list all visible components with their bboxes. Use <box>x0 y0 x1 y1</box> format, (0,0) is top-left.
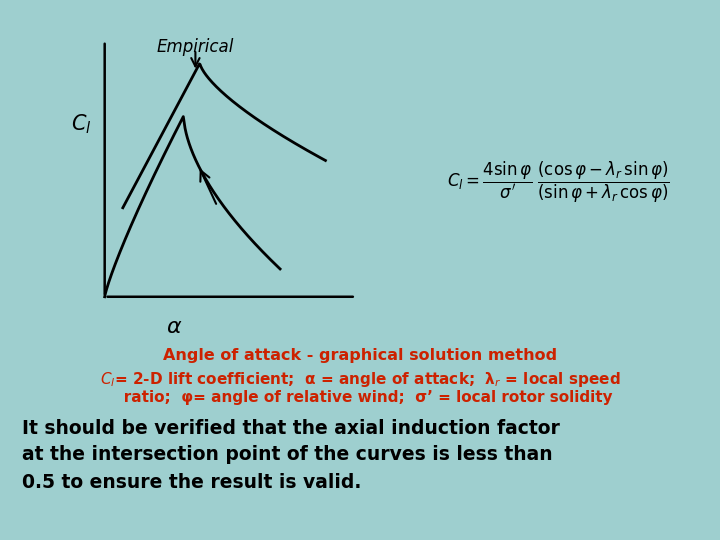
Text: $\alpha$: $\alpha$ <box>166 317 182 337</box>
Text: Empirical: Empirical <box>157 38 234 56</box>
Text: $C_l = \dfrac{4\sin\varphi}{\sigma'}\;\dfrac{(\cos\varphi - \lambda_r\,\sin\varp: $C_l = \dfrac{4\sin\varphi}{\sigma'}\;\d… <box>446 159 670 205</box>
Text: 0.5 to ensure the result is valid.: 0.5 to ensure the result is valid. <box>22 472 361 491</box>
Text: ratio;  φ= angle of relative wind;  σ’ = local rotor solidity: ratio; φ= angle of relative wind; σ’ = l… <box>108 390 612 405</box>
Text: $C_l$: $C_l$ <box>71 112 92 136</box>
Text: at the intersection point of the curves is less than: at the intersection point of the curves … <box>22 446 552 464</box>
Text: It should be verified that the axial induction factor: It should be verified that the axial ind… <box>22 418 559 437</box>
Text: Angle of attack - graphical solution method: Angle of attack - graphical solution met… <box>163 348 557 363</box>
Text: $C_l$= 2-D lift coefficient;  α = angle of attack;  λ$_r$ = local speed: $C_l$= 2-D lift coefficient; α = angle o… <box>99 370 621 389</box>
